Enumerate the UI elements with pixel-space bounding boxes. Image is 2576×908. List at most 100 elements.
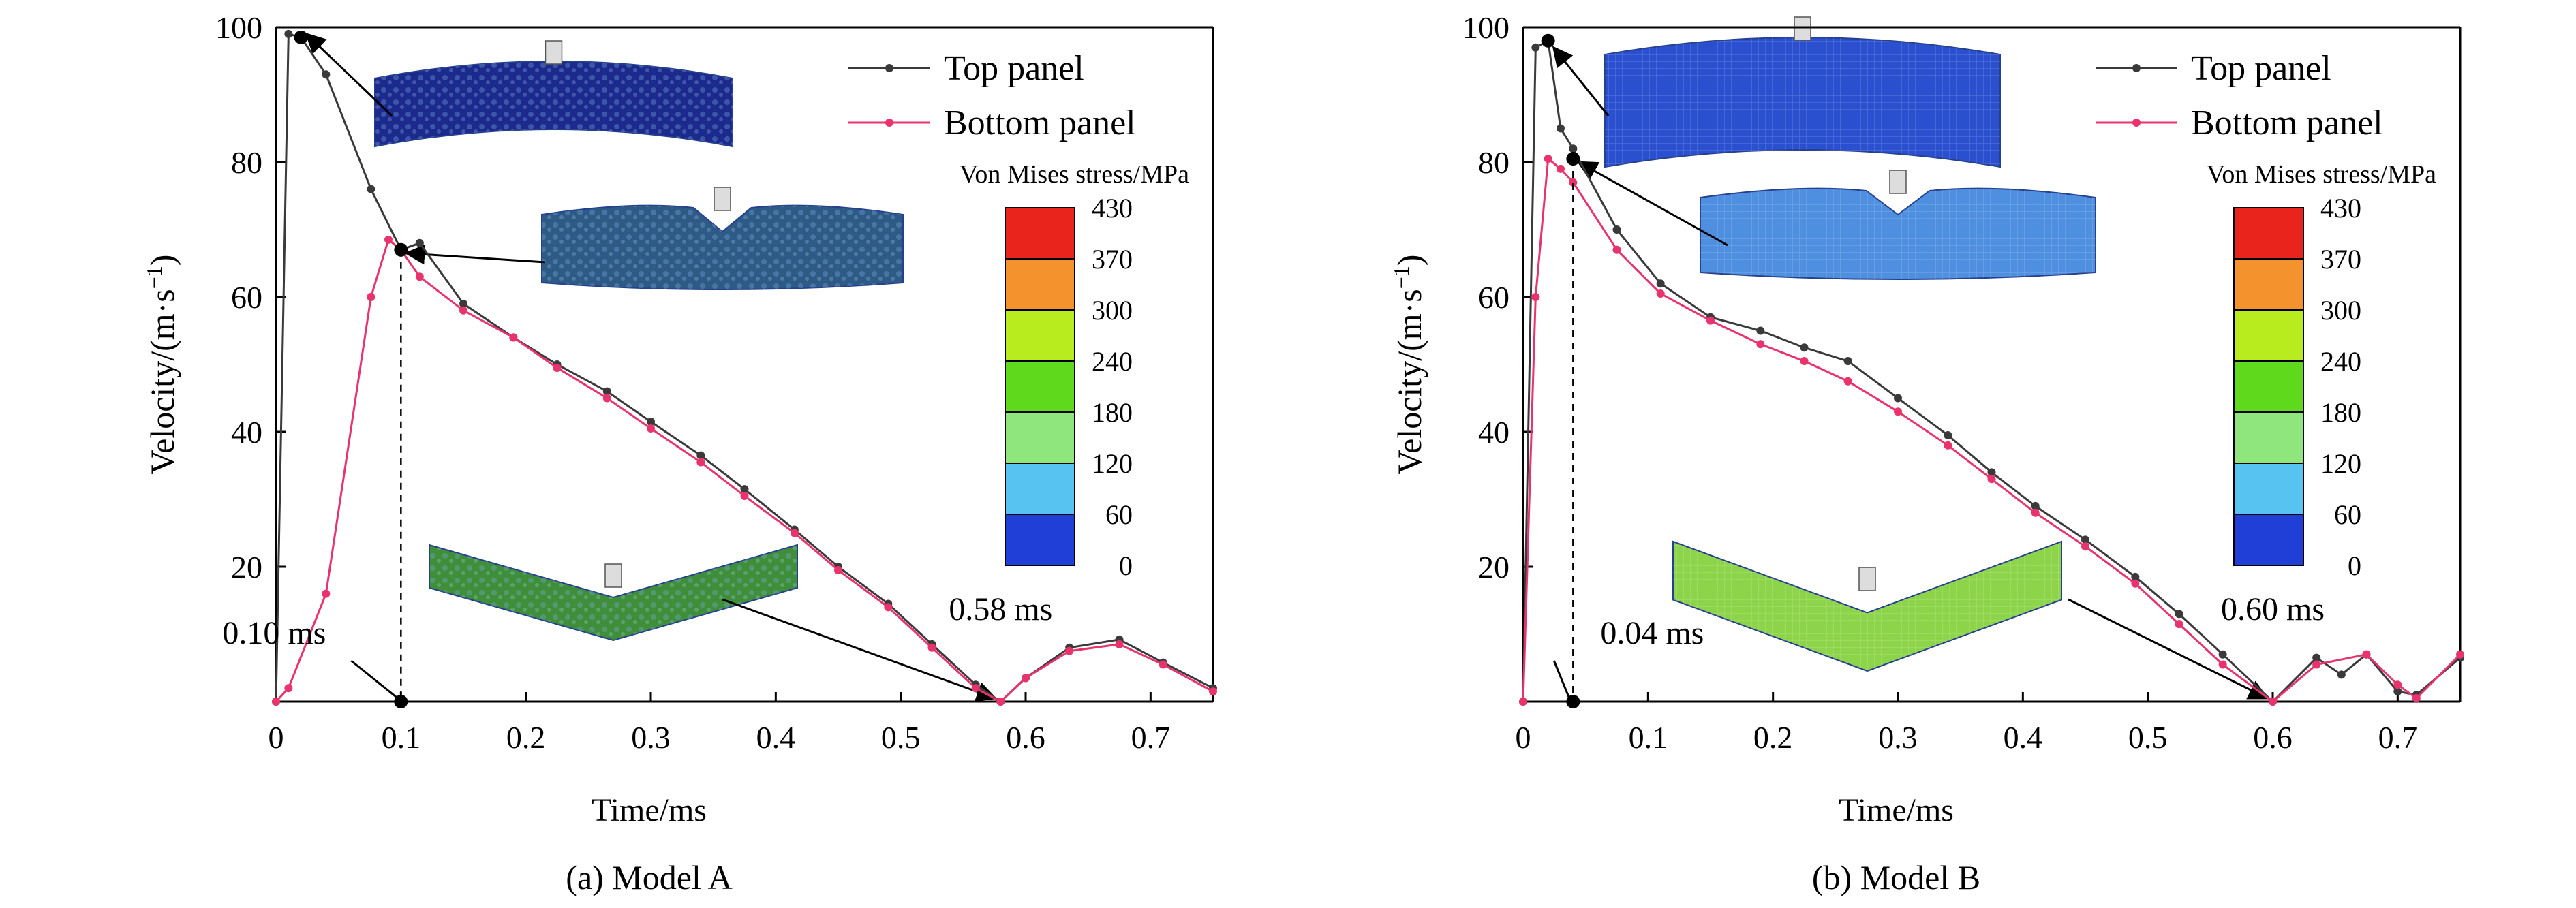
data-point [2393, 687, 2402, 696]
data-point [2312, 660, 2321, 669]
data-point [1756, 340, 1765, 349]
deformation-inset-deep-v [429, 544, 798, 642]
callout-arrow [2068, 598, 2269, 700]
data-point [1843, 377, 1852, 386]
callout-arrow [1576, 161, 1728, 247]
x-tick-label: 0.5 [2128, 720, 2168, 755]
data-point [1987, 468, 1996, 477]
data-point [602, 394, 611, 403]
peak-marker-dot [294, 30, 308, 44]
data-point [1612, 245, 1621, 254]
data-point [696, 451, 705, 460]
y-tick-label: 20 [231, 550, 262, 584]
data-point [2175, 620, 2183, 629]
callout-arrow [305, 32, 393, 117]
data-point [2337, 670, 2346, 679]
time-marker-dot [394, 695, 408, 708]
x-tick-label: 0.5 [881, 720, 921, 755]
deformation-inset-flat-arch [374, 40, 733, 148]
panel-caption: (b) Model B [1812, 858, 1980, 896]
data-point [2081, 535, 2089, 544]
data-point [1209, 687, 1217, 696]
x-tick-label: 0.2 [1753, 720, 1793, 755]
x-tick-label: 0.6 [2253, 720, 2293, 755]
y-axis-label: Velocity/(m·s−1) [1389, 255, 1428, 475]
data-point [927, 643, 936, 652]
data-point [415, 272, 424, 281]
data-point [2269, 698, 2277, 706]
colorbar-segment [1005, 258, 1075, 311]
colorbar-tick-label: 240 [1092, 346, 1133, 377]
data-point [602, 387, 611, 396]
y-axis-label: Velocity/(m·s−1) [142, 255, 181, 475]
data-point [284, 684, 293, 693]
legend-swatch-marker [885, 64, 893, 72]
data-point [1065, 646, 1074, 655]
data-point [834, 565, 842, 574]
data-point [2362, 650, 2371, 659]
colorbar-segment [2233, 258, 2304, 311]
data-point [1656, 289, 1665, 298]
data-point [2031, 508, 2040, 517]
colorbar-tick-label: 120 [1092, 448, 1133, 479]
colorbar-title: Von Mises stress/MPa [2207, 160, 2436, 189]
y-tick-label: 40 [231, 415, 262, 450]
y-tick-label: 40 [1478, 415, 1509, 450]
time-marker-label: 0.04 ms [1600, 615, 1704, 651]
data-point [971, 684, 980, 693]
data-point [1843, 357, 1852, 366]
legend-label: Top panel [944, 49, 1084, 88]
data-point [1612, 225, 1621, 234]
data-point [553, 363, 562, 372]
callout-arrow [404, 244, 546, 265]
colorbar-segment [2233, 309, 2304, 362]
data-point [367, 185, 375, 193]
data-point [272, 698, 280, 706]
y-tick-label: 60 [1478, 280, 1509, 315]
data-point [884, 603, 893, 612]
colorbar-tick-label: 120 [2320, 448, 2361, 479]
data-point [1894, 394, 1902, 403]
impactor-icon [604, 563, 622, 588]
data-point [367, 293, 375, 301]
impactor-icon [1889, 170, 1907, 194]
data-point [384, 235, 393, 244]
impactor-icon [1794, 16, 1811, 41]
colorbar-tick-label: 430 [2320, 193, 2361, 223]
data-point [322, 589, 331, 598]
peak-marker-dot [1566, 152, 1580, 166]
impactor-icon [714, 187, 731, 211]
data-point [1706, 316, 1715, 325]
data-point [1159, 660, 1167, 669]
legend-label: Bottom panel [2191, 104, 2383, 142]
x-tick-label: 0.1 [382, 720, 421, 755]
impactor-icon [545, 40, 563, 65]
colorbar-tick-label: 180 [2320, 397, 2361, 428]
data-point [1944, 430, 1952, 439]
legend-label: Top panel [2191, 49, 2331, 88]
data-point [740, 492, 749, 501]
colorbar-title: Von Mises stress/MPa [960, 160, 1189, 189]
series-line-top-panel [1522, 39, 2461, 704]
y-tick-label: 80 [1478, 145, 1509, 180]
data-point [2031, 501, 2040, 510]
colorbar-tick-label: 370 [1092, 244, 1133, 275]
data-point [2218, 650, 2227, 659]
data-point [459, 306, 467, 315]
time-marker-leader [1552, 660, 1570, 698]
panel-caption: (a) Model A [566, 858, 732, 896]
data-point [1894, 407, 1902, 416]
data-point [1557, 164, 1565, 173]
legend-swatch-marker [885, 119, 893, 127]
data-point [1115, 640, 1124, 648]
inset-mesh [1700, 188, 2096, 279]
x-tick-label: 0.3 [631, 720, 671, 755]
data-point [1544, 155, 1552, 163]
y-tick-label: 60 [231, 280, 262, 315]
data-point [415, 238, 424, 247]
colorbar-tick-label: 300 [2320, 295, 2361, 326]
data-point [1800, 343, 1809, 352]
colorbar-segment [1005, 514, 1075, 566]
data-point [1569, 178, 1578, 187]
data-point [509, 333, 518, 342]
